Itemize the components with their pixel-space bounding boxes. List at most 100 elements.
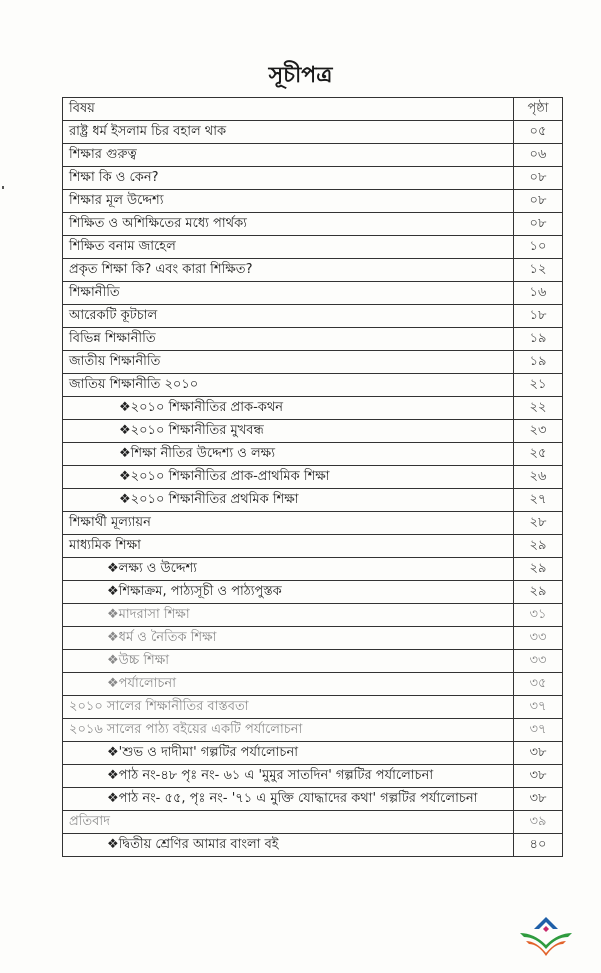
table-row: ❖শিক্ষা নীতির উদ্দেশ্য ও লক্ষ্য ২৫ [62,442,563,466]
row-topic: জাতিয় শিক্ষানীতি ২০১০ [62,373,514,397]
row-topic: ❖লক্ষ্য ও উদ্দেশ্য [62,557,514,581]
row-topic: ❖'শুভ ও দাদীমা' গল্পটির পর্যালোচনা [62,741,514,765]
row-topic: প্রকৃত শিক্ষা কি? এবং কারা শিক্ষিত? [62,258,514,282]
row-page-number: ১২ [513,258,563,282]
table-row: ❖পর্যালোচনা ৩৫ [62,672,563,696]
row-page-number: ৩৩ [513,626,563,650]
row-topic: ❖দ্বিতীয় শ্রেণির আমার বাংলা বই [62,833,514,857]
table-header-row: বিষয় পৃষ্ঠা [62,97,563,121]
scan-speck [2,186,4,189]
table-row: শিক্ষার মূল উদ্দেশ্য ০৮ [62,189,563,213]
row-page-number: ১৮ [513,304,563,328]
row-topic: রাষ্ট্র ধর্ম ইসলাম চির বহাল থাক [62,120,514,144]
header-page: পৃষ্ঠা [513,97,563,121]
row-page-number: ২৩ [513,419,563,443]
table-row: ❖২০১০ শিক্ষানীতির প্রাক-প্রাথমিক শিক্ষা ২… [62,465,563,489]
table-row: ❖'শুভ ও দাদীমা' গল্পটির পর্যালোচনা ৩৮ [62,741,563,765]
contents-table: বিষয় পৃষ্ঠা রাষ্ট্র ধর্ম ইসলাম চির বহাল… [62,97,563,857]
table-row: মাধ্যমিক শিক্ষা ২৯ [62,534,563,558]
table-row: ❖মাদরাসা শিক্ষা ৩১ [62,603,563,627]
row-page-number: ১৬ [513,281,563,305]
row-page-number: ১৯ [513,327,563,351]
row-page-number: ০৮ [513,166,563,190]
table-row: আরেকটি কূটচাল ১৮ [62,304,563,328]
table-row: শিক্ষার গুরুত্ব ০৬ [62,143,563,167]
row-topic: শিক্ষিত ও অশিক্ষিতের মধ্যে পার্থক্য [62,212,514,236]
table-row: রাষ্ট্র ধর্ম ইসলাম চির বহাল থাক ০৫ [62,120,563,144]
row-topic: শিক্ষা কি ও কেন? [62,166,514,190]
row-topic: ❖২০১০ শিক্ষানীতির প্রাক-প্রাথমিক শিক্ষা [62,465,514,489]
row-page-number: ২৬ [513,465,563,489]
row-topic: ❖শিক্ষা নীতির উদ্দেশ্য ও লক্ষ্য [62,442,514,466]
row-page-number: ৩১ [513,603,563,627]
row-page-number: ২২ [513,396,563,420]
row-topic: শিক্ষার মূল উদ্দেশ্য [62,189,514,213]
table-row: ❖লক্ষ্য ও উদ্দেশ্য ২৯ [62,557,563,581]
row-topic: ❖শিক্ষাক্রম, পাঠ্যসূচী ও পাঠ্যপুস্তক [62,580,514,604]
table-row: ❖পাঠ নং- ৫৫, পৃঃ নং- '৭১ এ মুক্তি যোদ্ধা… [62,787,563,811]
row-topic: ❖২০১০ শিক্ষানীতির প্রাক-কথন [62,396,514,420]
row-page-number: ২৭ [513,488,563,512]
row-page-number: ০৬ [513,143,563,167]
table-row: ❖২০১০ শিক্ষানীতির প্রথমিক শিক্ষা ২৭ [62,488,563,512]
row-topic: শিক্ষার গুরুত্ব [62,143,514,167]
table-row: প্রতিবাদ ৩৯ [62,810,563,834]
row-page-number: ২৮ [513,511,563,535]
row-page-number: ২১ [513,373,563,397]
table-row: শিক্ষা কি ও কেন? ০৮ [62,166,563,190]
row-topic: শিক্ষিত বনাম জাহেল [62,235,514,259]
row-page-number: ৩৩ [513,649,563,673]
table-row: জাতিয় শিক্ষানীতি ২০১০ ২১ [62,373,563,397]
row-page-number: ২৯ [513,557,563,581]
row-topic: ❖২০১০ শিক্ষানীতির প্রথমিক শিক্ষা [62,488,514,512]
row-page-number: ৩৮ [513,741,563,765]
row-page-number: ৪০ [513,833,563,857]
table-row: জাতীয় শিক্ষানীতি ১৯ [62,350,563,374]
row-page-number: ৩৮ [513,764,563,788]
row-page-number: ১০ [513,235,563,259]
table-row: ❖২০১০ শিক্ষানীতির মুখবন্ধ ২৩ [62,419,563,443]
row-page-number: ০৮ [513,189,563,213]
row-page-number: ২৯ [513,580,563,604]
table-row: ❖ধর্ম ও নৈতিক শিক্ষা ৩৩ [62,626,563,650]
table-row: ২০১৬ সালের পাঠ্য বইয়ের একটি পর্যালোচনা ৩… [62,718,563,742]
row-page-number: ৩৮ [513,787,563,811]
table-row: শিক্ষিত ও অশিক্ষিতের মধ্যে পার্থক্য ০৮ [62,212,563,236]
table-row: ❖উচ্চ শিক্ষা ৩৩ [62,649,563,673]
row-page-number: ২৯ [513,534,563,558]
row-page-number: ৩৯ [513,810,563,834]
row-page-number: ৩৫ [513,672,563,696]
row-topic: ❖ধর্ম ও নৈতিক শিক্ষা [62,626,514,650]
table-row: ২০১০ সালের শিক্ষানীতির বাস্তবতা ৩৭ [62,695,563,719]
row-page-number: ০৮ [513,212,563,236]
row-topic: ❖পাঠ নং-৪৮ পৃঃ নং- ৬১ এ 'মুমুর সাতদিন' গ… [62,764,514,788]
row-topic: ২০১০ সালের শিক্ষানীতির বাস্তবতা [62,695,514,719]
table-row: শিক্ষার্থী মূল্যায়ন ২৮ [62,511,563,535]
table-row: বিভিন্ন শিক্ষানীতি ১৯ [62,327,563,351]
row-topic: মাধ্যমিক শিক্ষা [62,534,514,558]
row-topic: ❖পর্যালোচনা [62,672,514,696]
row-page-number: ১৯ [513,350,563,374]
table-row: ❖শিক্ষাক্রম, পাঠ্যসূচী ও পাঠ্যপুস্তক ২৯ [62,580,563,604]
row-topic: বিভিন্ন শিক্ষানীতি [62,327,514,351]
row-topic: ❖পাঠ নং- ৫৫, পৃঃ নং- '৭১ এ মুক্তি যোদ্ধা… [62,787,514,811]
row-topic: ❖উচ্চ শিক্ষা [62,649,514,673]
page-title: সূচীপত্র [268,63,333,88]
row-topic: শিক্ষানীতি [62,281,514,305]
row-page-number: ৩৭ [513,718,563,742]
table-row: শিক্ষানীতি ১৬ [62,281,563,305]
row-page-number: ৩৭ [513,695,563,719]
row-topic: ২০১৬ সালের পাঠ্য বইয়ের একটি পর্যালোচনা [62,718,514,742]
row-page-number: ০৫ [513,120,563,144]
header-topic: বিষয় [62,97,514,121]
table-row: প্রকৃত শিক্ষা কি? এবং কারা শিক্ষিত? ১২ [62,258,563,282]
row-topic: জাতীয় শিক্ষানীতি [62,350,514,374]
row-topic: ❖২০১০ শিক্ষানীতির মুখবন্ধ [62,419,514,443]
row-topic: প্রতিবাদ [62,810,514,834]
row-topic: ❖মাদরাসা শিক্ষা [62,603,514,627]
row-page-number: ২৫ [513,442,563,466]
table-row: ❖দ্বিতীয় শ্রেণির আমার বাংলা বই ৪০ [62,833,563,857]
row-topic: শিক্ষার্থী মূল্যায়ন [62,511,514,535]
book-logo-icon [520,917,572,956]
table-row: শিক্ষিত বনাম জাহেল ১০ [62,235,563,259]
